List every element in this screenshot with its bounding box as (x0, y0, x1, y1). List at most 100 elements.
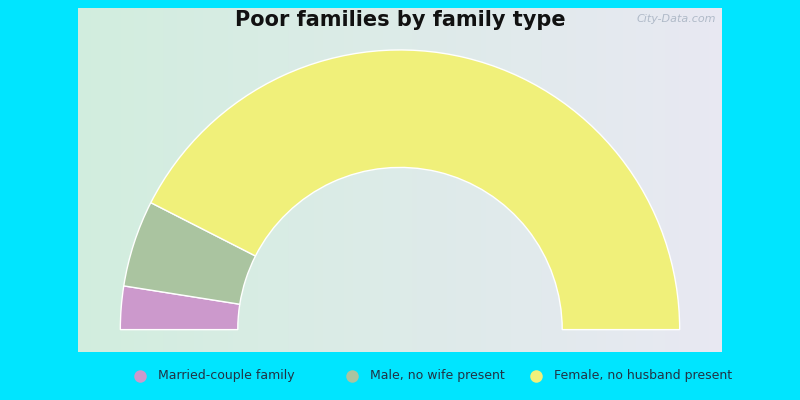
Bar (267, 8, 271, 352)
Bar (306, 8, 310, 352)
Bar (383, 8, 387, 352)
Bar (683, 8, 687, 352)
Bar (524, 8, 529, 352)
Bar (503, 8, 507, 352)
Bar (649, 8, 653, 352)
Bar (82, 8, 87, 352)
Bar (709, 8, 713, 352)
Bar (713, 8, 718, 352)
Bar (142, 8, 147, 352)
Bar (164, 8, 169, 352)
Bar (237, 8, 242, 352)
Bar (486, 8, 490, 352)
Bar (340, 8, 344, 352)
Bar (327, 8, 331, 352)
Bar (177, 8, 182, 352)
Bar (186, 8, 190, 352)
Bar (498, 8, 503, 352)
Bar (554, 8, 558, 352)
Bar (284, 8, 289, 352)
Bar (366, 8, 370, 352)
Bar (438, 8, 443, 352)
Bar (169, 8, 173, 352)
Bar (310, 8, 314, 352)
Bar (653, 8, 658, 352)
Bar (631, 8, 636, 352)
Bar (318, 8, 323, 352)
Bar (302, 8, 306, 352)
Bar (546, 8, 550, 352)
Bar (387, 8, 391, 352)
Bar (482, 8, 486, 352)
Bar (202, 8, 207, 352)
Bar (280, 8, 284, 352)
Bar (538, 8, 542, 352)
Wedge shape (124, 203, 255, 304)
Bar (696, 8, 700, 352)
Bar (494, 8, 498, 352)
Bar (207, 8, 211, 352)
Bar (216, 8, 220, 352)
Bar (409, 8, 413, 352)
Bar (211, 8, 216, 352)
Bar (353, 8, 357, 352)
Bar (336, 8, 340, 352)
Bar (687, 8, 692, 352)
Bar (700, 8, 705, 352)
Bar (250, 8, 254, 352)
Bar (413, 8, 417, 352)
Bar (618, 8, 623, 352)
Bar (289, 8, 293, 352)
Bar (108, 8, 113, 352)
Bar (370, 8, 374, 352)
Bar (460, 8, 464, 352)
Bar (91, 8, 95, 352)
Bar (640, 8, 645, 352)
Bar (469, 8, 473, 352)
Bar (254, 8, 258, 352)
Bar (276, 8, 280, 352)
Bar (374, 8, 378, 352)
Bar (636, 8, 640, 352)
Bar (246, 8, 250, 352)
Text: Male, no wife present: Male, no wife present (370, 370, 504, 382)
Bar (293, 8, 297, 352)
Bar (95, 8, 100, 352)
Bar (576, 8, 580, 352)
Text: Married-couple family: Married-couple family (158, 370, 294, 382)
Bar (464, 8, 469, 352)
Bar (117, 8, 122, 352)
Bar (190, 8, 194, 352)
Bar (516, 8, 520, 352)
Bar (233, 8, 237, 352)
Bar (417, 8, 422, 352)
Bar (718, 8, 722, 352)
Bar (529, 8, 533, 352)
Bar (571, 8, 576, 352)
Wedge shape (151, 50, 680, 330)
Bar (155, 8, 160, 352)
Bar (666, 8, 670, 352)
Bar (357, 8, 362, 352)
Text: Female, no husband present: Female, no husband present (554, 370, 732, 382)
Bar (434, 8, 438, 352)
Bar (362, 8, 366, 352)
Bar (645, 8, 649, 352)
Bar (550, 8, 554, 352)
Bar (558, 8, 563, 352)
Bar (331, 8, 336, 352)
Bar (297, 8, 302, 352)
Bar (563, 8, 567, 352)
Bar (220, 8, 224, 352)
Bar (674, 8, 678, 352)
Bar (426, 8, 430, 352)
Bar (130, 8, 134, 352)
Bar (507, 8, 511, 352)
Bar (100, 8, 104, 352)
Bar (122, 8, 126, 352)
Bar (658, 8, 662, 352)
Bar (451, 8, 456, 352)
Bar (580, 8, 584, 352)
Bar (627, 8, 631, 352)
Bar (391, 8, 396, 352)
